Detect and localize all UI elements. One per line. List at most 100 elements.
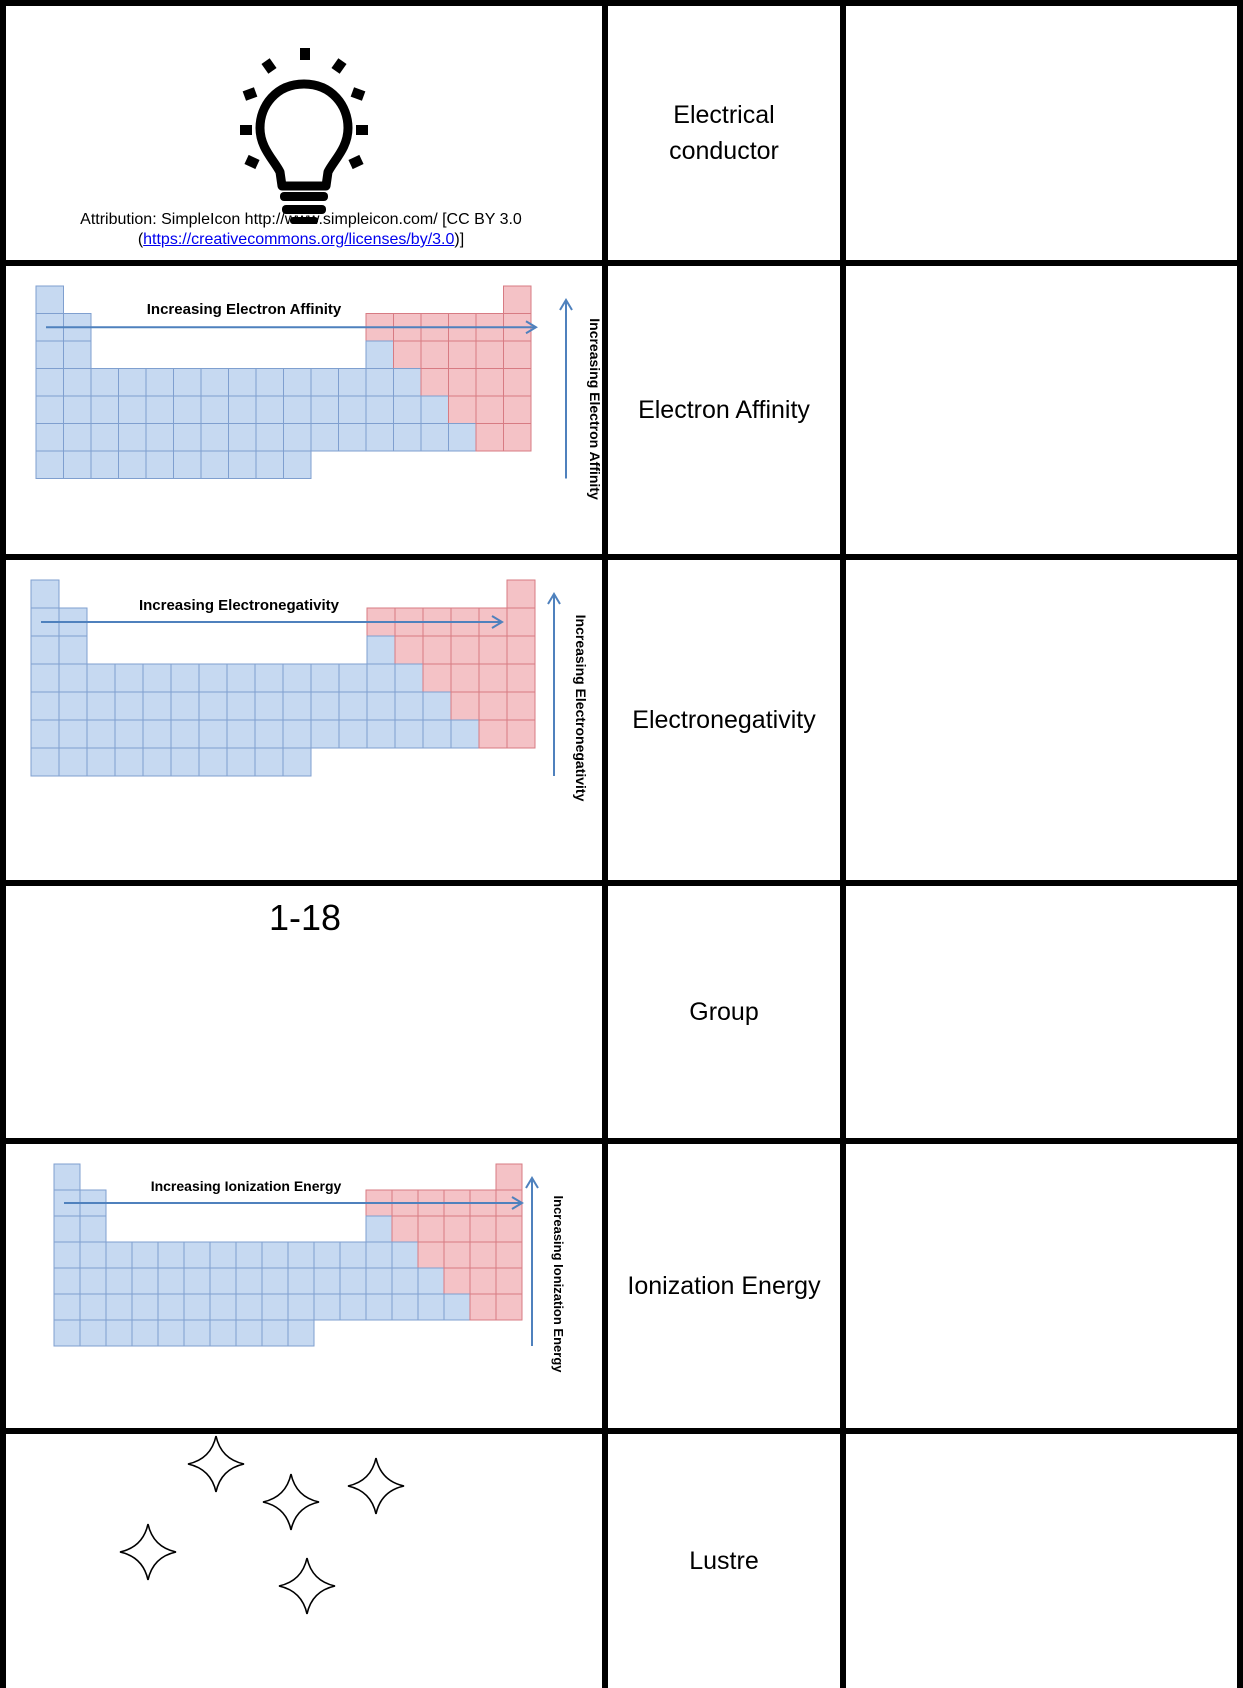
element-cell-low	[157, 1319, 185, 1347]
element-cell-low	[35, 450, 64, 479]
element-cell-low	[35, 395, 64, 424]
image-cell-electronegativity: Increasing Electronegativity Increasing …	[6, 560, 602, 880]
element-cell-low	[338, 663, 368, 693]
answer-cell[interactable]	[846, 560, 1243, 880]
trend-label-horizontal: Increasing Ionization Energy	[151, 1178, 342, 1194]
periodic-table-trend: Increasing Electron Affinity Increasing …	[35, 285, 602, 500]
trend-label-vertical: Increasing Ionization Energy	[551, 1196, 566, 1374]
element-cell-low	[145, 368, 174, 397]
element-cell-low	[365, 368, 394, 397]
answer-cell[interactable]	[846, 266, 1243, 554]
element-cell-high	[450, 691, 480, 721]
element-cell-low	[282, 719, 312, 749]
answer-cell[interactable]	[846, 886, 1243, 1138]
element-cell-low	[142, 747, 172, 777]
element-cell-low	[58, 719, 88, 749]
image-cell-lustre	[6, 1434, 602, 1688]
element-cell-high	[506, 663, 536, 693]
element-cell-low	[58, 635, 88, 665]
element-cell-high	[443, 1241, 471, 1269]
element-cell-high	[478, 719, 508, 749]
element-cell-low	[391, 1267, 419, 1295]
element-cell-low	[254, 691, 284, 721]
element-cell-high	[448, 340, 477, 369]
element-cell-low	[255, 395, 284, 424]
element-cell-low	[313, 1267, 341, 1295]
element-cell-low	[393, 423, 422, 452]
element-cell-low	[338, 368, 367, 397]
element-cell-low	[365, 423, 394, 452]
element-cell-low	[228, 450, 257, 479]
element-cell-low	[114, 747, 144, 777]
element-cell-high	[475, 340, 504, 369]
group-range-value: 1-18	[268, 897, 342, 938]
element-cell-high	[478, 663, 508, 693]
term-label: Electrical conductor	[669, 101, 779, 165]
element-cell-low	[198, 719, 228, 749]
element-cell-low	[131, 1241, 159, 1269]
element-cell-high	[495, 1215, 523, 1243]
answer-cell[interactable]	[846, 1144, 1243, 1428]
element-cell-low	[114, 719, 144, 749]
element-cell-high	[475, 368, 504, 397]
element-cell-low	[226, 719, 256, 749]
element-cell-low	[79, 1293, 107, 1321]
element-cell-low	[53, 1319, 81, 1347]
table-border	[0, 260, 1243, 266]
element-cell-low	[30, 663, 60, 693]
element-cell-low	[35, 423, 64, 452]
element-cell-low	[261, 1319, 289, 1347]
element-cell-low	[200, 423, 229, 452]
element-cell-high	[469, 1267, 497, 1295]
element-cell-low	[282, 663, 312, 693]
license-link[interactable]: https://creativecommons.org/licenses/by/…	[143, 231, 455, 248]
element-cell-low	[63, 395, 92, 424]
table-border	[840, 0, 846, 1688]
element-cell-low	[366, 691, 396, 721]
element-cell-low	[339, 1241, 367, 1269]
element-cell-low	[90, 395, 119, 424]
trend-arrowhead	[559, 298, 573, 311]
element-cell-low	[90, 423, 119, 452]
element-cell-low	[338, 423, 367, 452]
element-cell-low	[393, 395, 422, 424]
element-cell-high	[443, 1215, 471, 1243]
element-cell-low	[157, 1241, 185, 1269]
element-cell-low	[226, 663, 256, 693]
element-cell-low	[254, 719, 284, 749]
element-cell-low	[198, 691, 228, 721]
element-cell-high	[475, 395, 504, 424]
element-cell-low	[394, 719, 424, 749]
element-cell-low	[30, 579, 60, 609]
lightbulb-icon	[240, 48, 368, 224]
element-cell-low	[30, 719, 60, 749]
element-cell-low	[58, 691, 88, 721]
element-cell-low	[235, 1293, 263, 1321]
element-cell-high	[448, 368, 477, 397]
element-cell-low	[200, 450, 229, 479]
element-cell-low	[53, 1267, 81, 1295]
element-cell-low	[420, 395, 449, 424]
trend-label-horizontal: Increasing Electron Affinity	[147, 301, 342, 318]
element-cell-high	[391, 1215, 419, 1243]
trend-arrowhead	[491, 615, 504, 629]
element-cell-low	[366, 635, 396, 665]
element-cell-low	[173, 423, 202, 452]
element-cell-low	[142, 663, 172, 693]
element-cell-low	[209, 1319, 237, 1347]
element-cell-high	[503, 395, 532, 424]
answer-cell[interactable]	[846, 6, 1243, 260]
term-cell-electrical-conductor: Electrical conductor	[608, 6, 840, 260]
element-cell-low	[365, 395, 394, 424]
element-cell-low	[283, 450, 312, 479]
element-cell-low	[145, 450, 174, 479]
answer-cell[interactable]	[846, 1434, 1243, 1688]
image-cell-electron-affinity: Increasing Electron Affinity Increasing …	[6, 266, 602, 554]
term-cell-lustre: Lustre	[608, 1434, 840, 1688]
element-cell-low	[53, 1293, 81, 1321]
element-cell-low	[35, 285, 64, 314]
trend-label-horizontal: Increasing Electronegativity	[139, 597, 340, 614]
element-cell-low	[63, 368, 92, 397]
image-cell-electrical-conductor	[6, 6, 602, 260]
trend-label-vertical: Increasing Electron Affinity	[587, 318, 602, 500]
